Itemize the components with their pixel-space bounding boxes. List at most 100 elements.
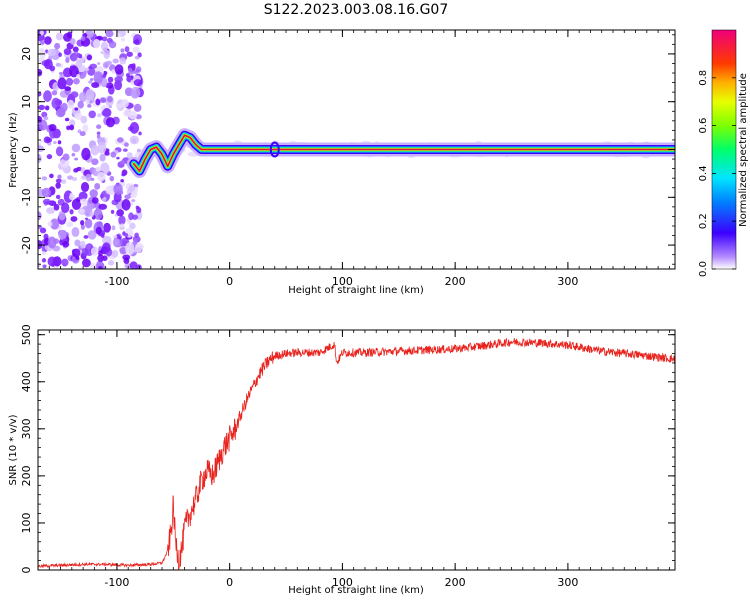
noise-speckle	[49, 173, 54, 179]
noise-speckle	[59, 158, 70, 169]
noise-speckle	[42, 198, 52, 205]
noise-speckle	[47, 236, 57, 249]
noise-speckle	[88, 110, 96, 119]
noise-speckle	[70, 91, 79, 98]
noise-speckle	[124, 142, 129, 147]
noise-speckle	[87, 103, 92, 108]
noise-speckle	[60, 202, 70, 214]
colorbar-tick-label: 0.6	[698, 118, 709, 134]
noise-speckle	[132, 69, 139, 74]
noise-speckle	[45, 137, 53, 143]
noise-speckle	[53, 203, 60, 211]
snr-ticks: -100 0 100 200 300 0 100 200 300 400 500	[20, 324, 675, 589]
noise-speckle	[55, 62, 61, 67]
noise-speckle	[55, 182, 61, 189]
noise-speckle	[100, 51, 104, 55]
noise-speckle	[137, 52, 142, 58]
noise-speckle	[41, 176, 48, 181]
noise-speckle	[71, 176, 78, 182]
noise-speckle	[58, 52, 62, 57]
noise-speckle	[110, 209, 115, 214]
noise-speckle	[93, 71, 103, 85]
noise-speckle	[131, 63, 136, 69]
noise-speckle	[82, 258, 91, 268]
noise-speckle	[71, 248, 81, 258]
noise-speckle	[65, 57, 70, 64]
noise-speckle	[85, 88, 95, 101]
spectrogram-xtick-label: 100	[332, 275, 353, 288]
noise-speckle	[133, 103, 142, 112]
noise-speckle	[90, 177, 95, 181]
noise-speckle	[124, 194, 131, 200]
noise-speckle	[90, 212, 94, 218]
noise-speckle	[101, 242, 111, 253]
colorbar-label: Normalized spectral amplitude	[738, 73, 749, 227]
snr-xlabel: Height of straight line (km)	[288, 585, 424, 596]
noise-speckle	[39, 139, 43, 143]
ridge-band-blue	[129, 130, 675, 176]
noise-speckle	[95, 166, 101, 172]
spectrogram-ytick-label: 20	[20, 47, 33, 61]
snr-ytick-label: 0	[20, 567, 33, 574]
noise-speckle	[134, 55, 140, 60]
noise-speckle	[62, 153, 70, 161]
noise-speckle	[85, 67, 90, 72]
noise-speckle	[75, 255, 80, 260]
noise-speckle	[55, 178, 63, 184]
noise-speckle	[96, 113, 102, 118]
noise-speckle	[96, 124, 102, 130]
noise-speckle	[112, 238, 120, 246]
noise-speckle	[111, 69, 116, 75]
noise-speckle	[101, 36, 108, 42]
noise-speckle	[79, 208, 85, 214]
colorbar-tick-label: 0.8	[698, 70, 709, 86]
noise-speckle	[81, 147, 91, 161]
noise-speckle	[80, 181, 90, 193]
noise-speckle	[96, 131, 101, 135]
noise-speckle	[69, 65, 74, 70]
noise-speckle	[133, 238, 138, 243]
noise-speckle	[58, 210, 66, 221]
noise-speckle	[71, 143, 81, 153]
noise-speckle	[63, 48, 72, 56]
noise-speckle	[65, 77, 74, 86]
noise-speckle	[82, 124, 89, 133]
noise-speckle	[59, 71, 63, 76]
noise-speckle	[126, 152, 133, 159]
colorbar-frame	[711, 29, 737, 270]
spectrogram-ytick-label: -20	[20, 236, 33, 254]
spectrogram-xtick-label: 300	[557, 275, 578, 288]
noise-speckle	[53, 140, 57, 144]
noise-speckle	[73, 78, 80, 85]
noise-speckle	[114, 76, 123, 83]
noise-speckle	[132, 46, 140, 53]
noise-speckle	[116, 209, 124, 217]
noise-speckle	[41, 258, 47, 263]
noise-speckle	[112, 58, 119, 64]
noise-speckle	[73, 168, 79, 173]
noise-speckle	[70, 216, 78, 222]
noise-speckle	[55, 194, 61, 200]
noise-speckle	[133, 183, 139, 188]
noise-speckle	[103, 222, 111, 233]
noise-speckle	[108, 41, 117, 49]
snr-xtick-label: 0	[226, 576, 233, 589]
noise-speckle	[108, 105, 112, 108]
noise-speckle	[120, 160, 125, 165]
noise-speckle	[84, 218, 93, 229]
noise-speckle	[91, 82, 100, 88]
noise-speckle	[38, 211, 42, 221]
snr-xtick-label: 200	[445, 576, 466, 589]
noise-speckle	[124, 257, 129, 261]
noise-speckle	[107, 76, 114, 83]
colorbar-tick-label: 0.4	[698, 165, 709, 181]
noise-speckle	[74, 239, 81, 247]
noise-speckle	[105, 117, 115, 128]
noise-speckle	[121, 173, 126, 177]
snr-ytick-label: 300	[20, 418, 33, 439]
snr-line	[38, 338, 675, 570]
noise-speckle	[47, 221, 53, 227]
noise-speckle	[91, 197, 99, 204]
noise-speckle	[46, 207, 55, 214]
noise-speckle	[120, 48, 125, 53]
